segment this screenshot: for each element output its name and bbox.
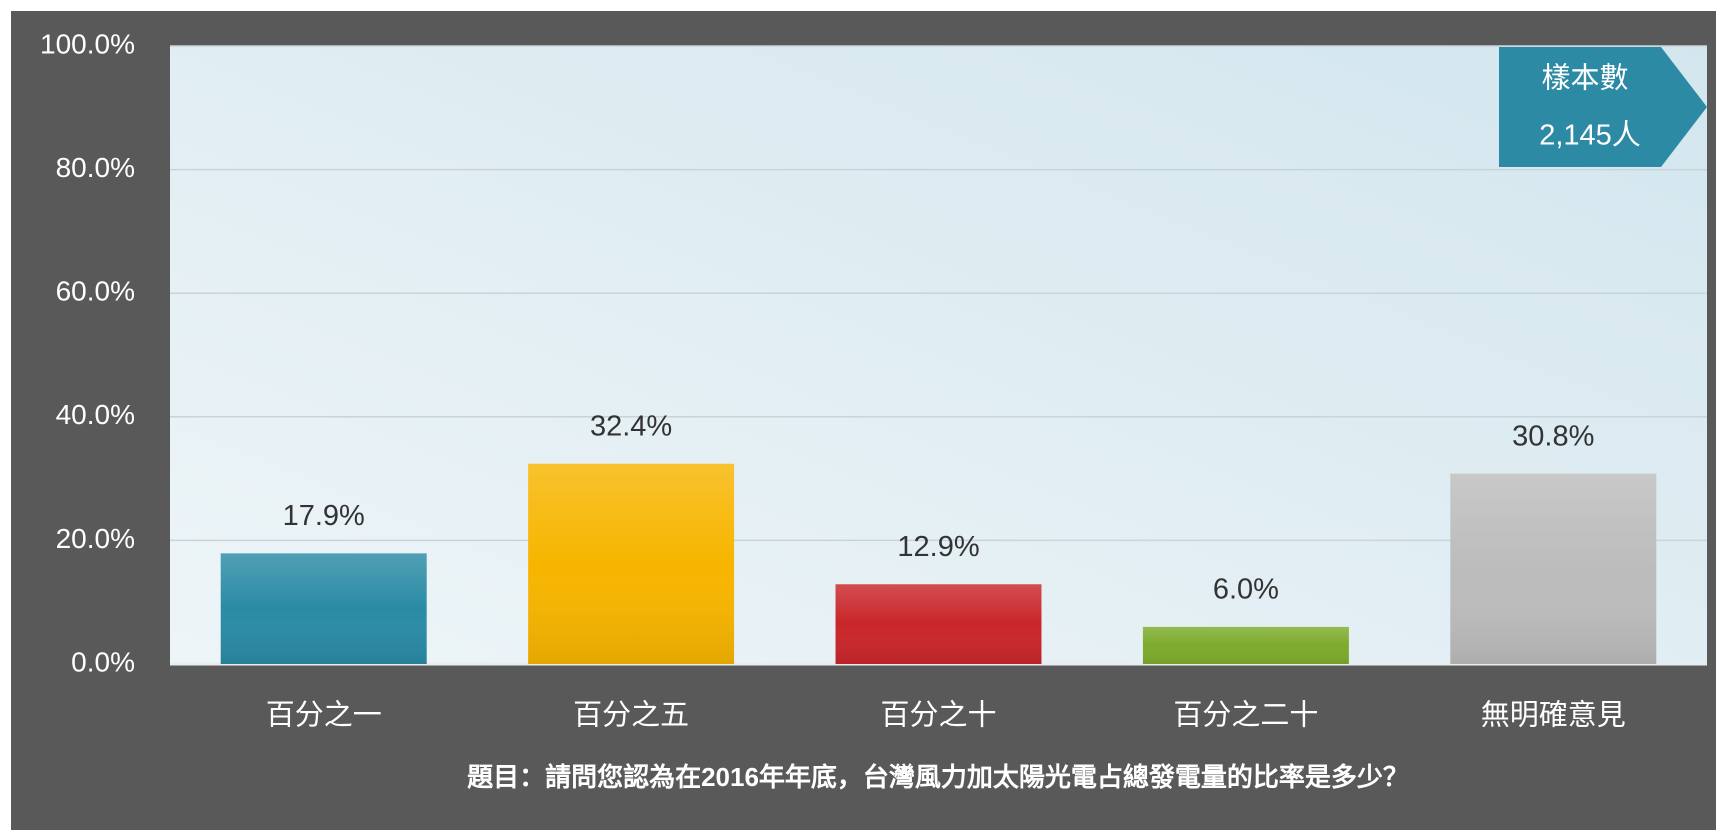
y-tick-label: 0.0% (71, 646, 135, 677)
x-tick-label: 無明確意見 (1481, 699, 1626, 732)
y-tick-label: 60.0% (56, 276, 135, 307)
x-axis-title: 題目：請問您認為在2016年年底，台灣風力加太陽光電占總發電量的比率是多少？ (467, 762, 1409, 792)
sample-badge (1499, 47, 1707, 167)
y-tick-label: 20.0% (56, 523, 135, 554)
badge-count: 2,145人 (1539, 120, 1641, 152)
data-label: 17.9% (283, 500, 365, 532)
bar-shine (1142, 626, 1349, 664)
y-tick-label: 100.0% (40, 28, 135, 59)
x-tick-label: 百分之十 (880, 699, 996, 732)
bar-shine (1450, 473, 1657, 664)
data-label: 30.8% (1512, 420, 1594, 452)
y-tick-label: 80.0% (56, 152, 135, 183)
x-tick-label: 百分之五 (573, 699, 689, 732)
data-label: 6.0% (1213, 574, 1279, 606)
bar-shine (220, 553, 427, 664)
data-label: 12.9% (897, 531, 979, 563)
bar-shine (835, 584, 1042, 664)
badge-title: 樣本數 (1541, 62, 1628, 95)
x-tick-label: 百分之二十 (1173, 699, 1318, 732)
bar-shine (528, 463, 735, 664)
x-tick-label: 百分之一 (266, 699, 382, 732)
data-label: 32.4% (590, 410, 672, 442)
y-tick-label: 40.0% (56, 399, 135, 430)
